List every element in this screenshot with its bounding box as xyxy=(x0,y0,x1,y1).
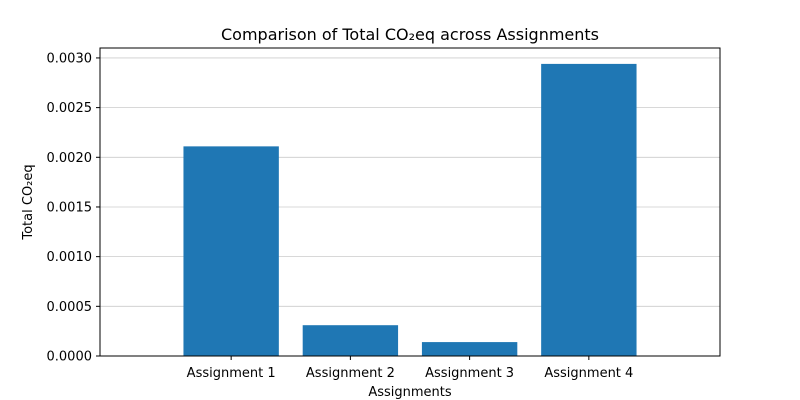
y-tick-label: 0.0005 xyxy=(47,300,93,315)
bar-assignment-1 xyxy=(183,146,279,356)
y-axis-label: Total CO₂eq xyxy=(21,164,36,240)
y-axis-ticks: 0.0000 0.0005 0.0010 0.0015 0.0020 0.0025 0.00… xyxy=(47,51,100,365)
y-tick-label: 0.0020 xyxy=(47,151,93,166)
y-tick-label: 0.0010 xyxy=(47,250,93,265)
x-axis-label: Assignments xyxy=(368,385,452,400)
y-tick-label: 0.0025 xyxy=(47,101,93,116)
y-tick-label: 0.0015 xyxy=(47,200,93,215)
x-axis-ticks: Assignment 1 Assignment 2 Assignment 3 Assi… xyxy=(187,356,633,381)
bars xyxy=(183,63,637,356)
bar-assignment-4 xyxy=(541,63,637,356)
x-tick-label: Assignment 1 xyxy=(187,366,276,381)
chart-title: Comparison of Total CO₂eq across Assignm… xyxy=(221,25,599,44)
plot-frame xyxy=(99,47,721,357)
x-tick-label: Assignment 4 xyxy=(544,366,633,381)
y-tick-label: 0.0000 xyxy=(47,350,93,365)
x-tick-label: Assignment 3 xyxy=(425,366,514,381)
x-tick-label: Assignment 2 xyxy=(306,366,395,381)
y-tick-label: 0.0030 xyxy=(47,51,93,66)
bar-assignment-3 xyxy=(421,342,518,356)
bar-assignment-2 xyxy=(302,325,399,356)
